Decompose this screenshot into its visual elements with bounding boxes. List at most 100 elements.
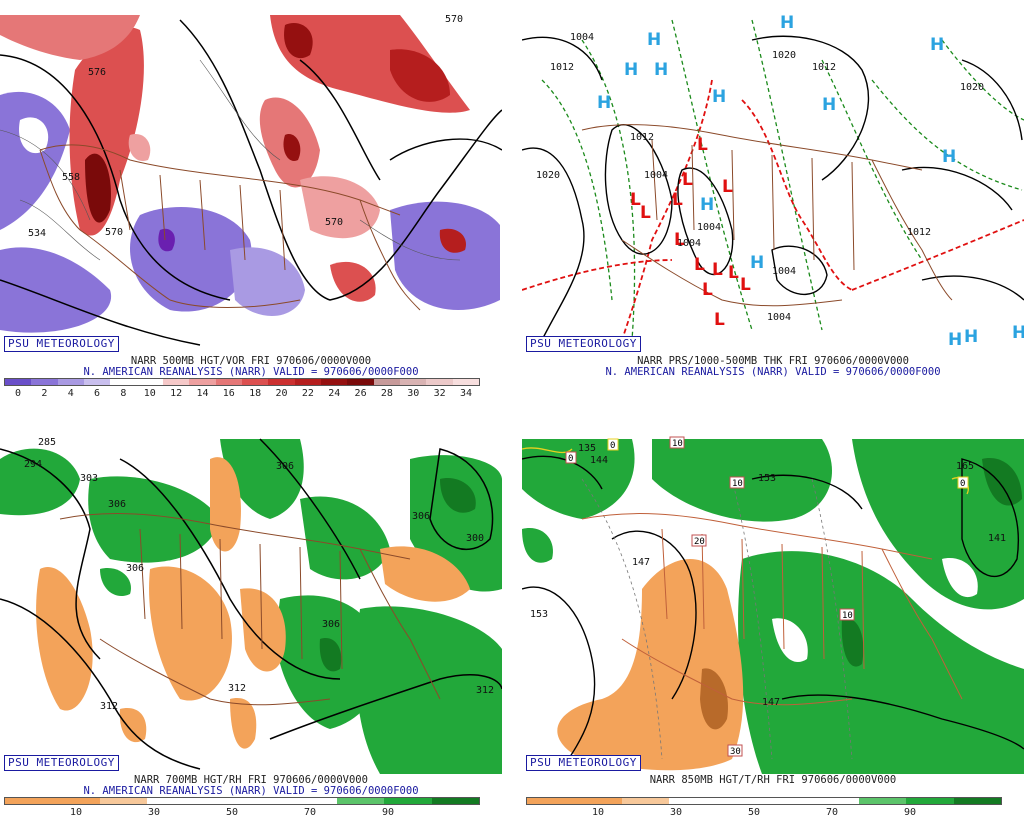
colorbar-swatch	[373, 379, 400, 385]
caption-valid: N. AMERICAN REANALYSIS (NARR) VALID = 97…	[83, 785, 419, 797]
low-pressure-symbol: L	[674, 230, 685, 250]
colorbar-swatch	[858, 798, 907, 804]
colorbar-tick-label: 2	[41, 388, 48, 399]
colorbar-tick-label: 70	[303, 807, 317, 818]
height-label: 147	[762, 697, 780, 708]
panel-500mb-vorticity: 576 570 570 570 534 558 PSU METEOROLOGY …	[0, 0, 502, 400]
high-pressure-symbol: H	[1012, 323, 1024, 343]
colorbar-swatch	[811, 798, 859, 804]
colorbar-swatch	[320, 379, 348, 385]
colorbar-swatch	[289, 798, 337, 804]
high-pressure-symbol: H	[942, 147, 956, 167]
caption-title: NARR 850MB HGT/T/RH FRI 970606/0000V000	[649, 774, 897, 786]
colorbar-swatch	[716, 798, 765, 804]
colorbar-swatch	[384, 798, 432, 804]
psu-credit: PSU METEOROLOGY	[4, 336, 119, 352]
colorbar-humidity	[4, 797, 480, 805]
colorbar-tick-label: 28	[380, 388, 393, 399]
high-pressure-symbol: H	[948, 330, 962, 350]
psu-credit: PSU METEOROLOGY	[526, 336, 641, 352]
high-pressure-symbol: H	[597, 93, 611, 113]
colorbar-swatch	[52, 798, 100, 804]
temp-label: 0	[960, 479, 965, 489]
height-label: 570	[445, 14, 463, 25]
high-pressure-symbol: H	[822, 95, 836, 115]
colorbar-tick-label: 90	[903, 807, 917, 818]
colorbar-swatch	[953, 798, 1002, 804]
low-pressure-symbol: L	[728, 263, 739, 283]
colorbar-tick-label: 50	[225, 807, 239, 818]
pressure-label: 1004	[697, 222, 721, 233]
colorbar-swatch	[83, 379, 111, 385]
panel-850mb-humidity: 135 144 153 153 147 147 141 165 0 10 10 …	[522, 419, 1024, 819]
pressure-label: 1004	[570, 32, 594, 43]
colorbar-swatch	[426, 379, 453, 385]
height-label: 306	[276, 461, 294, 472]
height-label: 147	[632, 557, 650, 568]
colorbar-swatch	[194, 798, 243, 804]
high-pressure-symbol: H	[712, 87, 726, 107]
colorbar-ticks: 10 30 50 70 90	[4, 807, 480, 819]
height-label: 312	[476, 685, 494, 696]
colorbar-tick-label: 22	[301, 388, 314, 399]
low-pressure-symbol: L	[640, 203, 651, 223]
low-pressure-symbol: L	[694, 255, 705, 275]
height-label: 558	[62, 172, 80, 183]
pressure-label: 1004	[677, 238, 701, 249]
colorbar-tick-label: 16	[222, 388, 235, 399]
height-label: 570	[105, 227, 123, 238]
colorbar-tick-label: 24	[328, 388, 341, 399]
colorbar-tick-label: 50	[747, 807, 761, 818]
colorbar-tick-label: 4	[67, 388, 74, 399]
high-pressure-symbol: H	[750, 253, 764, 273]
height-label: 303	[80, 473, 98, 484]
colorbar-swatch	[399, 379, 427, 385]
colorbar-swatch	[99, 798, 148, 804]
colorbar-humidity	[526, 797, 1002, 805]
colorbar-tick-label: 30	[407, 388, 420, 399]
colorbar-swatch	[57, 379, 84, 385]
high-pressure-symbol: H	[624, 60, 638, 80]
colorbar-swatch	[136, 379, 163, 385]
colorbar-tick-label: 6	[94, 388, 101, 399]
high-pressure-symbol: H	[964, 327, 978, 347]
pressure-label: 1020	[960, 82, 984, 93]
colorbar-tick-label: 8	[120, 388, 127, 399]
low-pressure-symbol: L	[740, 275, 751, 295]
pressure-label: 1012	[812, 62, 836, 73]
colorbar-tick-label: 70	[825, 807, 839, 818]
colorbar-tick-label: 18	[249, 388, 262, 399]
pressure-label: 1020	[536, 170, 560, 181]
low-pressure-symbol: L	[697, 135, 708, 155]
colorbar-swatch	[574, 798, 622, 804]
colorbar-swatch	[242, 798, 290, 804]
pressure-label: 1020	[772, 50, 796, 61]
height-label: 141	[988, 533, 1006, 544]
temp-label: 10	[732, 479, 743, 489]
colorbar-swatch	[431, 798, 480, 804]
height-label: 306	[412, 511, 430, 522]
pressure-label: 1004	[772, 266, 796, 277]
temp-label: 0	[610, 441, 615, 451]
map-700mb-humidity: 285 294 303 306 306 306 306 306 312 312 …	[0, 419, 502, 774]
colorbar-swatch	[268, 379, 295, 385]
low-pressure-symbol: L	[682, 170, 693, 190]
colorbar-swatch	[189, 379, 216, 385]
height-label: 312	[228, 683, 246, 694]
temp-label: 10	[672, 439, 683, 449]
height-label: 144	[590, 455, 608, 466]
colorbar-swatch	[621, 798, 670, 804]
colorbar-tick-label: 30	[147, 807, 161, 818]
colorbar-tick-label: 20	[275, 388, 288, 399]
colorbar-ticks: 10 30 50 70 90	[526, 807, 1002, 819]
map-850mb-humidity: 135 144 153 153 147 147 141 165 0 10 10 …	[522, 419, 1024, 774]
height-label: 576	[88, 67, 106, 78]
colorbar-swatch	[5, 798, 53, 804]
caption-title: NARR PRS/1000-500MB THK FRI 970606/0000V…	[637, 355, 909, 367]
colorbar-swatch	[669, 798, 717, 804]
pressure-label: 1012	[907, 227, 931, 238]
map-500mb-vorticity: 576 570 570 570 534 558	[0, 0, 502, 355]
colorbar-ticks: 0 2 4 6 8 10 12 14 16 18 20 22 24 26 28 30 32 34	[4, 388, 480, 400]
high-pressure-symbol: H	[700, 195, 714, 215]
height-label: 570	[325, 217, 343, 228]
